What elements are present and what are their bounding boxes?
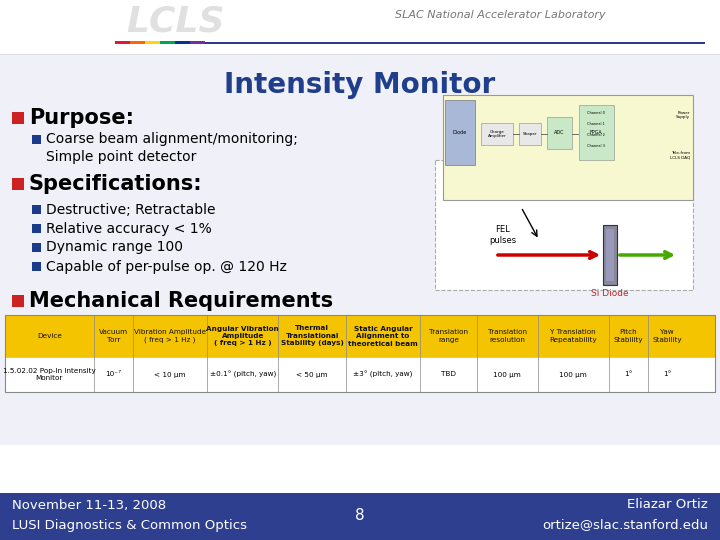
Bar	[115, 41, 130, 44]
Text: Specifications:: Specifications:	[29, 174, 202, 194]
Text: LUSI Diagnostics & Common Optics: LUSI Diagnostics & Common Optics	[12, 518, 247, 531]
Text: Thermal
Translational
Stability (days): Thermal Translational Stability (days)	[281, 326, 343, 347]
Bar	[481, 123, 513, 145]
Text: 1°: 1°	[624, 372, 632, 377]
Bar	[160, 41, 175, 44]
Bar	[32, 243, 41, 252]
Bar	[606, 229, 614, 281]
Bar	[5, 315, 715, 357]
Text: Yaw
Stability: Yaw Stability	[652, 329, 682, 343]
Text: November 11-13, 2008: November 11-13, 2008	[12, 498, 166, 511]
Text: TBD: TBD	[441, 372, 456, 377]
Bar	[445, 100, 475, 165]
Text: Capable of per-pulse op. @ 120 Hz: Capable of per-pulse op. @ 120 Hz	[46, 260, 287, 273]
Text: Vibration Amplitude
( freq > 1 Hz ): Vibration Amplitude ( freq > 1 Hz )	[134, 329, 206, 343]
Text: ±0.1° (pitch, yaw): ±0.1° (pitch, yaw)	[210, 371, 276, 378]
Text: Tele-from
LCLS DAQ: Tele-from LCLS DAQ	[670, 151, 690, 159]
Bar	[5, 357, 715, 392]
Text: Shaper: Shaper	[523, 132, 537, 136]
Text: Dynamic range 100: Dynamic range 100	[46, 240, 183, 254]
Text: < 10 μm: < 10 μm	[154, 372, 186, 377]
Bar	[32, 135, 41, 144]
Text: Purpose:: Purpose:	[29, 108, 134, 128]
Text: ADC: ADC	[554, 131, 564, 136]
Bar	[130, 41, 145, 44]
Bar	[5, 315, 715, 392]
Text: Y Translation
Repeatability: Y Translation Repeatability	[549, 329, 597, 343]
Text: 100 μm: 100 μm	[559, 372, 587, 377]
Text: Angular Vibration
Amplitude
( freq > 1 Hz ): Angular Vibration Amplitude ( freq > 1 H…	[207, 326, 279, 347]
Text: Channel 0: Channel 0	[587, 111, 605, 115]
Bar	[519, 123, 541, 145]
Bar	[12, 178, 24, 190]
Text: Relative accuracy < 1%: Relative accuracy < 1%	[46, 221, 212, 235]
Bar	[175, 41, 190, 44]
Text: Device: Device	[37, 333, 62, 339]
Text: Channel 2: Channel 2	[587, 133, 605, 137]
Text: Static Angular
Alignment to
theoretical beam: Static Angular Alignment to theoretical …	[348, 326, 418, 347]
Bar	[435, 160, 693, 290]
Bar	[603, 225, 617, 285]
Bar	[12, 112, 24, 124]
Text: 8: 8	[355, 508, 365, 523]
Text: Pitch
Stability: Pitch Stability	[613, 329, 643, 343]
Bar	[0, 493, 720, 540]
Text: Intensity Monitor: Intensity Monitor	[225, 71, 495, 99]
Text: 10⁻⁷: 10⁻⁷	[105, 372, 121, 377]
Text: 1°: 1°	[663, 372, 671, 377]
Bar	[190, 41, 205, 44]
Text: 100 μm: 100 μm	[493, 372, 521, 377]
Text: Destructive; Retractable: Destructive; Retractable	[46, 202, 215, 217]
Text: Simple point detector: Simple point detector	[46, 150, 197, 164]
Bar	[0, 55, 720, 445]
Text: Eliazar Ortiz: Eliazar Ortiz	[627, 498, 708, 511]
Bar	[443, 95, 693, 200]
Bar	[0, 0, 720, 55]
Text: Si Diode: Si Diode	[591, 288, 629, 298]
Text: FPGA: FPGA	[590, 130, 603, 134]
Bar	[32, 224, 41, 233]
Text: Channel 1: Channel 1	[587, 122, 605, 126]
Bar	[32, 262, 41, 271]
Text: < 50 μm: < 50 μm	[297, 372, 328, 377]
Text: Channel 3: Channel 3	[587, 144, 605, 148]
Bar	[205, 42, 705, 44]
Text: Charge
Amplifier: Charge Amplifier	[487, 130, 506, 138]
Bar	[579, 105, 614, 160]
Bar	[12, 295, 24, 307]
Bar	[0, 54, 720, 55]
Text: ortize@slac.stanford.edu: ortize@slac.stanford.edu	[542, 518, 708, 531]
Text: LCLS: LCLS	[126, 5, 224, 39]
Text: Coarse beam alignment/monitoring;: Coarse beam alignment/monitoring;	[46, 132, 298, 146]
Text: FEL
pulses: FEL pulses	[490, 225, 516, 245]
Text: ±3° (pitch, yaw): ±3° (pitch, yaw)	[354, 371, 413, 378]
Bar	[547, 117, 572, 149]
Text: Translation
range: Translation range	[429, 329, 468, 343]
Text: Vacuum
Torr: Vacuum Torr	[99, 329, 128, 343]
Text: Translation
resolution: Translation resolution	[488, 329, 527, 343]
Text: Diode: Diode	[453, 130, 467, 134]
Text: Power
Supply: Power Supply	[676, 111, 690, 119]
Text: Mechanical Requirements: Mechanical Requirements	[29, 291, 333, 311]
Text: SLAC National Accelerator Laboratory: SLAC National Accelerator Laboratory	[395, 10, 606, 20]
Text: 1.5.02.02 Pop-In Intensity
Monitor: 1.5.02.02 Pop-In Intensity Monitor	[3, 368, 96, 381]
Bar	[32, 205, 41, 214]
Bar	[145, 41, 160, 44]
